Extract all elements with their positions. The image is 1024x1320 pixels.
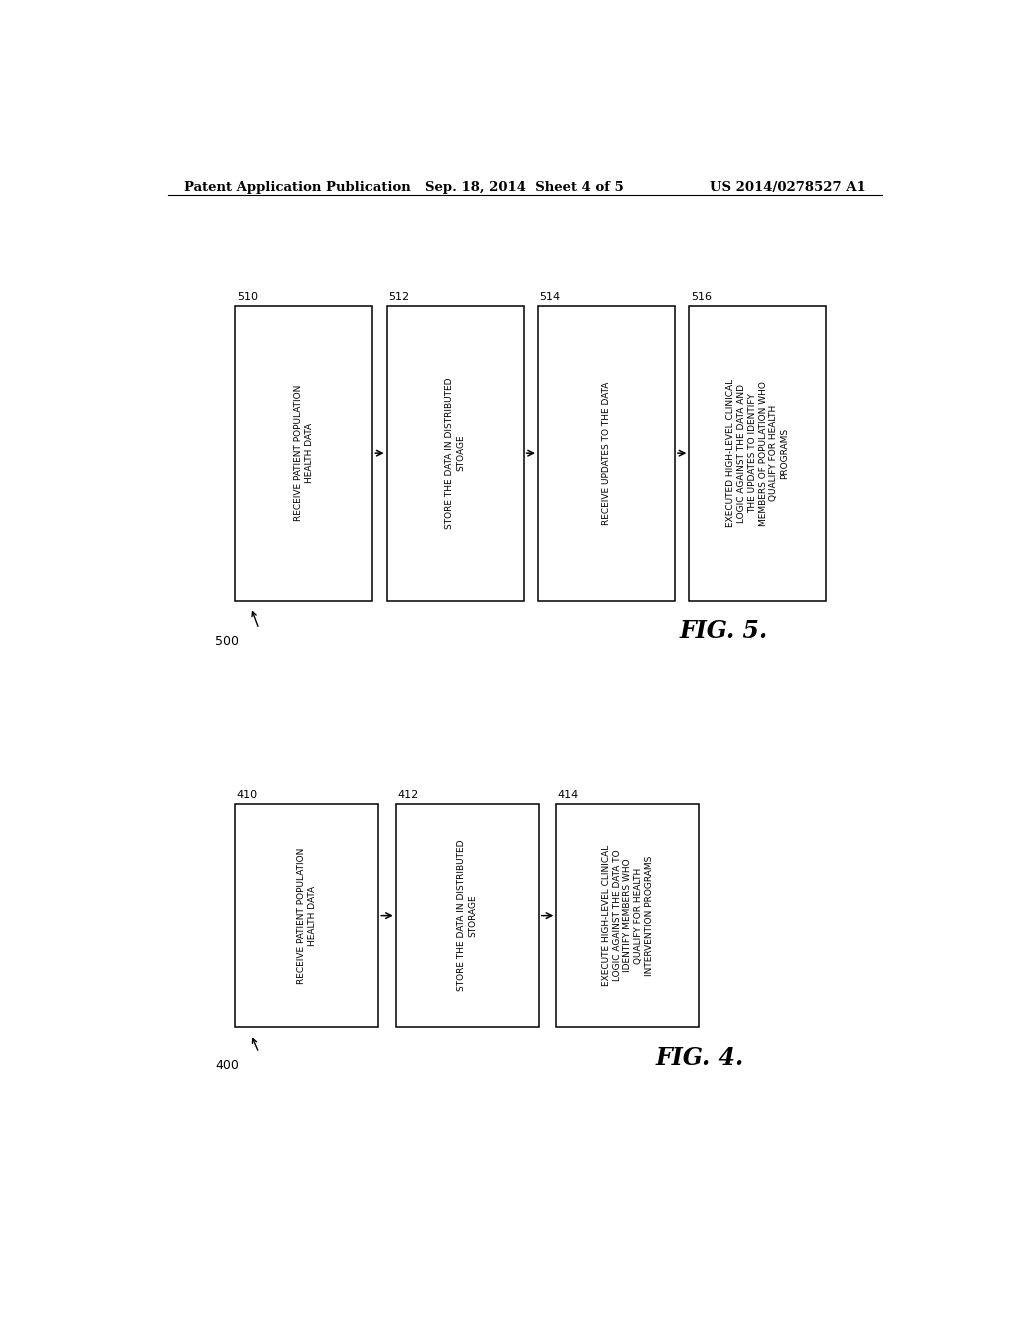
Text: STORE THE DATA IN DISTRIBUTED
STORAGE: STORE THE DATA IN DISTRIBUTED STORAGE — [458, 840, 477, 991]
Text: FIG. 4.: FIG. 4. — [655, 1045, 743, 1071]
Text: Patent Application Publication: Patent Application Publication — [183, 181, 411, 194]
Bar — [386, 306, 523, 601]
Text: 400: 400 — [215, 1059, 239, 1072]
Text: STORE THE DATA IN DISTRIBUTED
STOAGE: STORE THE DATA IN DISTRIBUTED STOAGE — [445, 378, 465, 529]
Text: 410: 410 — [237, 789, 258, 800]
Text: EXECUTED HIGH-LEVEL CLINICAL
LOGIC AGAINST THE DATA AND
THE UPDATES TO IDENTIFY
: EXECUTED HIGH-LEVEL CLINICAL LOGIC AGAIN… — [726, 379, 790, 527]
Bar — [236, 804, 378, 1027]
Text: 510: 510 — [237, 292, 258, 302]
Text: 500: 500 — [215, 635, 239, 648]
Text: 514: 514 — [540, 292, 560, 302]
Text: Sep. 18, 2014  Sheet 4 of 5: Sep. 18, 2014 Sheet 4 of 5 — [425, 181, 625, 194]
Text: 414: 414 — [558, 789, 580, 800]
Text: FIG. 5.: FIG. 5. — [679, 619, 767, 643]
Text: 412: 412 — [397, 789, 419, 800]
Bar — [538, 306, 675, 601]
Text: 516: 516 — [691, 292, 712, 302]
Text: RECEIVE PATIENT POPULATION
HEALTH DATA: RECEIVE PATIENT POPULATION HEALTH DATA — [297, 847, 316, 983]
Bar — [395, 804, 539, 1027]
Text: 512: 512 — [388, 292, 410, 302]
Text: EXECUTE HIGH-LEVEL CLINICAL
LOGIC AGAINST THE DATA TO
IDENTIFY MEMBERS WHO
QUALI: EXECUTE HIGH-LEVEL CLINICAL LOGIC AGAINS… — [602, 845, 654, 986]
Text: US 2014/0278527 A1: US 2014/0278527 A1 — [711, 181, 866, 194]
Text: RECEIVE UPDATES TO THE DATA: RECEIVE UPDATES TO THE DATA — [602, 381, 611, 525]
Bar — [689, 306, 826, 601]
Text: RECEIVE PATIENT POPULATION
HEALTH DATA: RECEIVE PATIENT POPULATION HEALTH DATA — [294, 385, 313, 521]
Bar — [236, 306, 373, 601]
Bar — [556, 804, 699, 1027]
